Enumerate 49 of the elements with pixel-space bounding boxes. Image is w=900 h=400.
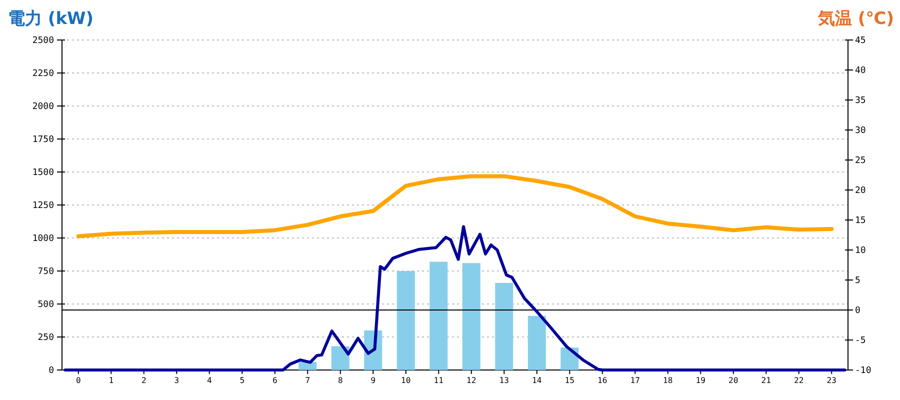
y-tick-label: 1250: [32, 201, 54, 211]
y2-tick-label: 5: [855, 276, 860, 286]
y2-tick-label: 35: [855, 96, 866, 106]
y2-tick-label: 25: [855, 156, 866, 166]
x-tick-label: 5: [240, 376, 245, 385]
y2-tick-label: 10: [855, 246, 866, 256]
x-tick-label: 13: [499, 376, 510, 385]
y2-tick-label: 40: [855, 66, 866, 76]
x-tick-label: 11: [434, 376, 444, 385]
x-tick-label: 20: [728, 376, 738, 385]
y-tick-label: 1500: [32, 168, 54, 178]
y2-tick-label: 20: [855, 186, 866, 196]
x-tick-label: 7: [305, 376, 310, 385]
x-tick-label: 9: [370, 376, 376, 385]
y-axis-title: 電力 (kW): [8, 9, 94, 29]
y-tick-label: 2250: [32, 69, 54, 79]
y-tick-label: 2500: [32, 36, 54, 46]
x-tick-label: 10: [401, 376, 411, 385]
y-tick-label: 250: [38, 333, 54, 343]
y2-tick-label: -10: [855, 366, 872, 376]
y2-tick-label: 30: [855, 126, 866, 136]
x-tick-label: 18: [663, 376, 673, 385]
y-tick-label: 1750: [32, 135, 54, 145]
x-tick-label: 1: [108, 376, 114, 385]
x-tick-label: 19: [696, 376, 706, 385]
x-tick-label: 15: [564, 376, 575, 385]
x-tick-label: 6: [272, 376, 278, 385]
y2-tick-label: 0: [855, 306, 860, 316]
x-tick-label: 23: [826, 376, 837, 385]
x-tick-label: 12: [466, 376, 476, 385]
y2-tick-label: 45: [855, 36, 866, 46]
x-tick-label: 16: [598, 376, 608, 385]
y2-tick-label: 15: [855, 216, 866, 226]
y2-axis-title: 気温 (℃): [816, 9, 894, 29]
x-tick-label: 22: [794, 376, 804, 385]
x-tick-label: 0: [76, 376, 81, 385]
y-tick-label: 1000: [32, 234, 54, 244]
x-tick-label: 8: [338, 376, 343, 385]
x-tick-label: 14: [532, 376, 542, 385]
x-tick-label: 3: [174, 376, 180, 385]
y2-tick-label: -5: [855, 336, 866, 346]
y-tick-label: 0: [48, 366, 54, 376]
y-tick-label: 500: [38, 300, 54, 310]
y-tick-label: 750: [38, 267, 54, 277]
x-tick-label: 2: [141, 376, 146, 385]
y-tick-label: 2000: [32, 102, 54, 112]
x-tick-label: 17: [630, 376, 640, 385]
x-tick-label: 4: [206, 376, 212, 385]
x-tick-label: 21: [761, 376, 772, 385]
